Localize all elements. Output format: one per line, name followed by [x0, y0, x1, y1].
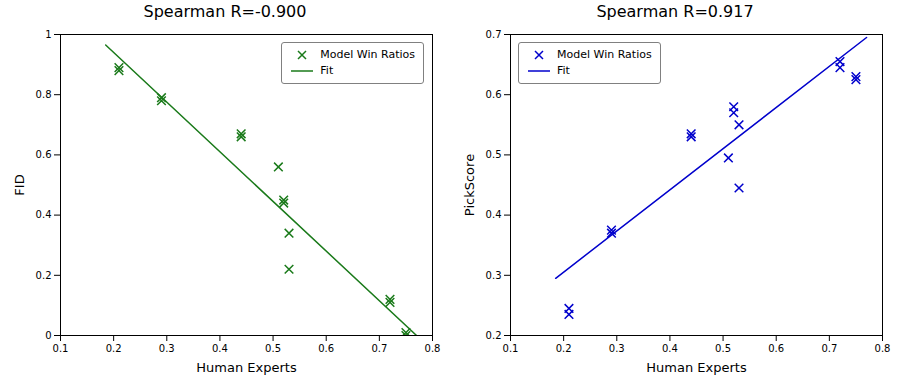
- svg-text:0.5: 0.5: [715, 343, 731, 354]
- svg-text:0: 0: [45, 330, 51, 341]
- html-text:Model Win Ratios: Model Win Ratios: [557, 48, 652, 61]
- svg-text:0.8: 0.8: [875, 343, 891, 354]
- svg-text:1: 1: [45, 29, 51, 40]
- html-text:Model Win Ratios: Model Win Ratios: [320, 48, 415, 61]
- svg-text:0.7: 0.7: [821, 343, 837, 354]
- svg-text:0.2: 0.2: [486, 330, 502, 341]
- html-text:Spearman R=0.917: Spearman R=0.917: [596, 2, 754, 21]
- svg-text:PickScore: PickScore: [462, 154, 477, 216]
- svg-text:0.4: 0.4: [212, 343, 228, 354]
- svg-text:0.6: 0.6: [768, 343, 784, 354]
- html-text:Spearman R=-0.900: Spearman R=-0.900: [143, 2, 307, 21]
- svg-text:0.5: 0.5: [265, 343, 281, 354]
- svg-text:0.8: 0.8: [425, 343, 441, 354]
- svg-text:0.7: 0.7: [486, 29, 502, 40]
- html-text:Fit: Fit: [557, 64, 570, 77]
- svg-text:0.4: 0.4: [486, 209, 502, 220]
- svg-text:0.3: 0.3: [486, 270, 502, 281]
- svg-text:0.1: 0.1: [53, 343, 69, 354]
- svg-text:0.2: 0.2: [36, 270, 52, 281]
- svg-text:Human Experts: Human Experts: [646, 360, 747, 375]
- svg-text:0.8: 0.8: [36, 89, 52, 100]
- svg-text:0.2: 0.2: [106, 343, 122, 354]
- svg-text:0.1: 0.1: [503, 343, 519, 354]
- svg-text:0.6: 0.6: [36, 149, 52, 160]
- svg-text:0.4: 0.4: [36, 209, 52, 220]
- svg-text:0.2: 0.2: [556, 343, 572, 354]
- svg-text:0.7: 0.7: [371, 343, 387, 354]
- svg-text:0.4: 0.4: [662, 343, 678, 354]
- svg-text:0.5: 0.5: [486, 149, 502, 160]
- svg-text:Human Experts: Human Experts: [196, 360, 297, 375]
- html-text:Fit: Fit: [320, 64, 334, 77]
- svg-text:0.3: 0.3: [159, 343, 175, 354]
- svg-text:0.6: 0.6: [318, 343, 334, 354]
- svg-text:0.3: 0.3: [609, 343, 625, 354]
- svg-text:0.6: 0.6: [486, 89, 502, 100]
- svg-text:FID: FID: [12, 174, 27, 195]
